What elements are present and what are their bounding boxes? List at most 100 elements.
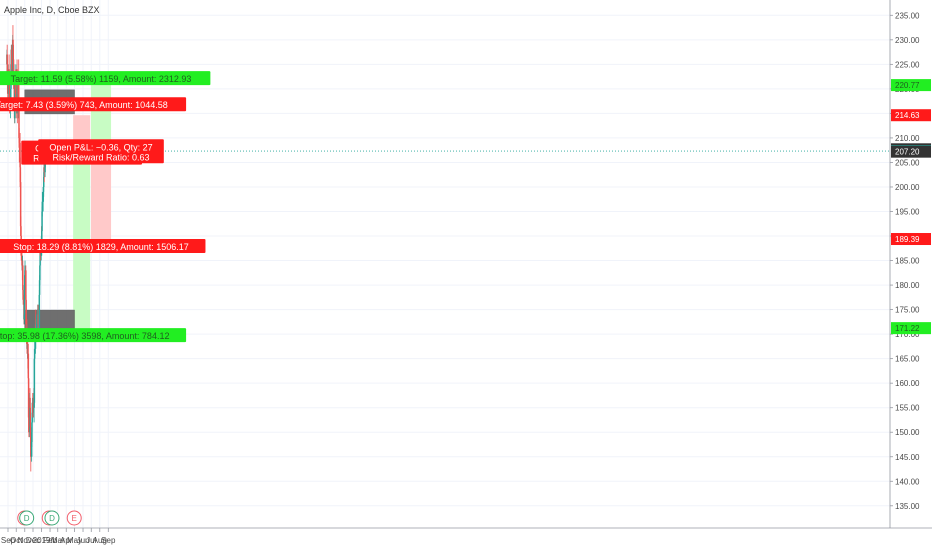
- price-tag-box: [891, 109, 931, 122]
- short-pnl-label-text: Risk/Reward Ratio: 0.63: [52, 152, 149, 162]
- dividend-marker-letter: D: [49, 514, 55, 523]
- x-tick-label: Sep: [101, 536, 116, 545]
- candle-body: [35, 324, 38, 330]
- long-target-label-text: Target: 7.43 (3.59%) 743, Amount: 1044.5…: [0, 100, 168, 110]
- y-tick-label: 205.00: [895, 158, 920, 167]
- supply-demand-zone-2[interactable]: [24, 309, 75, 331]
- candle-body: [22, 289, 24, 300]
- x-tick-label: Jul: [86, 536, 96, 545]
- candle-body: [25, 270, 27, 300]
- candle-body: [25, 299, 27, 325]
- x-tick-label: 2019: [33, 536, 51, 545]
- price-tag-label: 207.20: [895, 148, 920, 157]
- long-target-label[interactable]: Target: 7.43 (3.59%) 743, Amount: 1044.5…: [0, 97, 187, 112]
- short-stop-label[interactable]: Stop: 18.29 (8.81%) 1829, Amount: 1506.1…: [0, 239, 206, 254]
- earnings-marker-circle: [66, 510, 82, 526]
- short-pnl-label-box: [38, 139, 164, 164]
- dividend-event-marker[interactable]: D: [19, 510, 35, 526]
- y-tick-label: 145.00: [895, 453, 920, 462]
- price-tag: 189.39: [891, 233, 931, 246]
- short-stop-label-text: Stop: 18.29 (8.81%) 1829, Amount: 1506.1…: [13, 242, 189, 252]
- candle-body: [43, 167, 46, 173]
- long-stop-label[interactable]: Stop: 35.98 (17.36%) 3598, Amount: 784.1…: [0, 328, 187, 343]
- y-tick-label: 165.00: [895, 355, 920, 364]
- candle-body: [41, 201, 44, 212]
- candle-body: [27, 353, 30, 379]
- dividend-marker-circle: [19, 510, 35, 526]
- y-tick-label: 150.00: [895, 428, 920, 437]
- x-tick-label: Aug: [93, 536, 107, 545]
- y-tick-label: 180.00: [895, 281, 920, 290]
- price-tag-box: [891, 145, 931, 158]
- x-tick-label: Oct: [10, 536, 23, 545]
- price-tag-label: 214.63: [895, 111, 920, 120]
- candle-body: [31, 402, 34, 413]
- candle-body: [33, 348, 36, 359]
- earnings-marker-letter: E: [72, 514, 77, 523]
- candle-body: [18, 137, 21, 143]
- candle-body: [28, 417, 30, 433]
- dividend-marker-letter: D: [24, 514, 30, 523]
- dividend-marker-circle: [44, 510, 60, 526]
- candle-body: [41, 231, 43, 246]
- earnings-event-marker[interactable]: E: [66, 510, 82, 526]
- candle-body: [17, 79, 20, 104]
- candle: [31, 392, 34, 418]
- candle: [28, 402, 30, 438]
- y-tick-label: 210.00: [895, 134, 920, 143]
- y-tick-label: 140.00: [895, 477, 920, 486]
- price-axis[interactable]: [890, 0, 932, 550]
- candle-body: [24, 270, 26, 276]
- y-tick-label: 155.00: [895, 404, 920, 413]
- candle-body: [33, 358, 36, 403]
- price-tag-box: [891, 233, 931, 246]
- price-tag-label: 171.22: [895, 324, 920, 333]
- candle-body: [39, 265, 41, 281]
- candle: [41, 191, 44, 217]
- price-tag: 171.22: [891, 322, 931, 335]
- price-tag-label: 220.77: [895, 81, 920, 90]
- candle: [18, 128, 21, 163]
- x-tick-label: May: [67, 536, 82, 545]
- short-target-label-box: [0, 71, 211, 86]
- candle: [33, 339, 36, 364]
- time-axis[interactable]: [0, 528, 932, 550]
- price-tag-box: [891, 79, 931, 92]
- price-tag: 214.63: [891, 109, 931, 122]
- candle-body: [9, 88, 12, 104]
- short-target-label[interactable]: Target: 11.59 (5.58%) 1159, Amount: 2312…: [0, 71, 211, 86]
- price-tag: 220.77: [891, 79, 931, 92]
- y-tick-label: 195.00: [895, 208, 920, 217]
- y-tick-label: 160.00: [895, 379, 920, 388]
- short-pnl-label-text: Open P&L: −0.36, Qty: 27: [49, 142, 152, 152]
- x-tick-label: Dec: [26, 536, 40, 545]
- candle-body: [18, 103, 20, 138]
- candle-body: [10, 49, 13, 75]
- y-tick-label: 230.00: [895, 36, 920, 45]
- candle-body: [38, 280, 41, 295]
- y-tick-label: 135.00: [895, 502, 920, 511]
- price-tag-box: [891, 322, 931, 335]
- candle-body: [19, 142, 21, 168]
- candle-body: [41, 211, 43, 232]
- x-tick-label: Apr: [60, 536, 73, 545]
- y-tick-label: 175.00: [895, 306, 920, 315]
- long-stop-label-box: [0, 328, 187, 343]
- y-tick-label: 235.00: [895, 11, 920, 20]
- candle-body: [27, 378, 30, 418]
- short-position-stop-zone: [90, 149, 112, 240]
- price-tag-label: 189.39: [895, 235, 920, 244]
- candle-body: [39, 250, 42, 256]
- x-tick-label: Mar: [51, 536, 65, 545]
- candle-body: [19, 182, 22, 227]
- short-target-label-text: Target: 11.59 (5.58%) 1159, Amount: 2312…: [11, 74, 192, 84]
- y-tick-label: 225.00: [895, 60, 920, 69]
- candle: [30, 432, 32, 472]
- x-tick-label: Feb: [43, 536, 57, 545]
- candle-body: [23, 285, 26, 315]
- price-tag: 207.20: [891, 145, 931, 158]
- dividend-event-marker[interactable]: D: [44, 510, 60, 526]
